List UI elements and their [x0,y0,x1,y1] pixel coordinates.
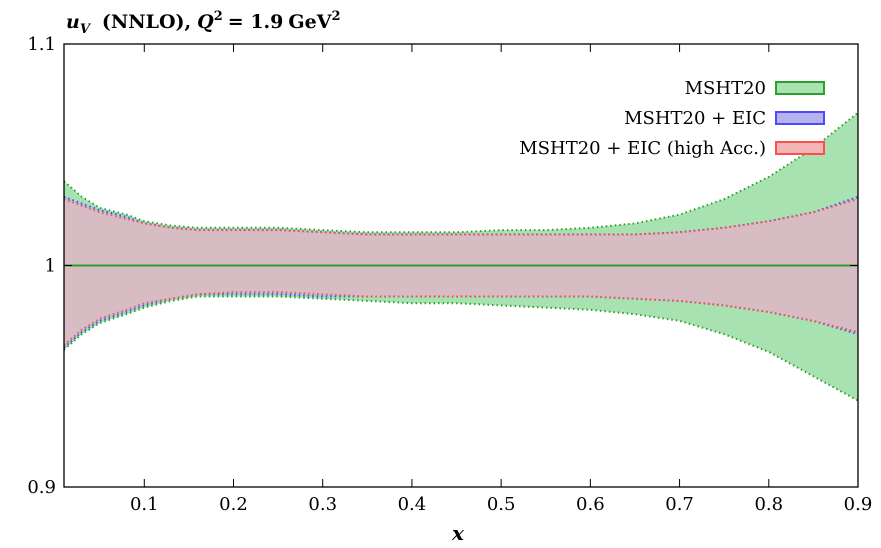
legend: MSHT20 MSHT20 + EIC MSHT20 + EIC (high Acc… [519,78,825,159]
x-tick-label: 0.3 [308,494,337,515]
uncertainty-bands [63,111,859,402]
legend-label: MSHT20 + EIC [624,108,766,129]
y-tick-label: 1.1 [27,34,56,55]
y-axis-ticks: 0.9 1 1.1 [27,34,858,498]
band-edge-lower-3 [63,291,859,346]
legend-entry: MSHT20 + EIC (high Acc.) [519,138,825,159]
x-tick-label: 0.5 [487,494,516,515]
y-tick-label: 0.9 [27,477,56,498]
legend-swatch [775,141,825,155]
legend-entry: MSHT20 [685,78,825,99]
chart-title: uV (NNLO), Q2 = 1.9 GeV2 [66,9,340,37]
x-tick-label: 0.8 [754,494,783,515]
x-axis-ticks: 0.1 0.2 0.3 0.4 0.5 0.6 0.7 0.8 0.9 [130,44,872,515]
x-tick-label: 0.7 [665,494,694,515]
x-tick-label: 0.2 [219,494,248,515]
legend-label: MSHT20 [685,78,766,99]
x-tick-label: 0.1 [130,494,159,515]
x-tick-label: 0.9 [844,494,873,515]
legend-label: MSHT20 + EIC (high Acc.) [519,138,766,159]
x-axis-label: x [451,521,465,545]
band-edge-upper-3 [63,198,859,236]
band-edge-upper-1 [63,111,859,234]
x-tick-label: 0.6 [576,494,605,515]
legend-swatch [775,111,825,125]
band-msht20-eic-high-acc [64,199,858,346]
x-tick-label: 0.4 [398,494,427,515]
y-tick-label: 1 [45,256,56,277]
band-edge-lower-1 [63,295,859,402]
legend-swatch [775,81,825,95]
legend-entry: MSHT20 + EIC [624,108,825,129]
